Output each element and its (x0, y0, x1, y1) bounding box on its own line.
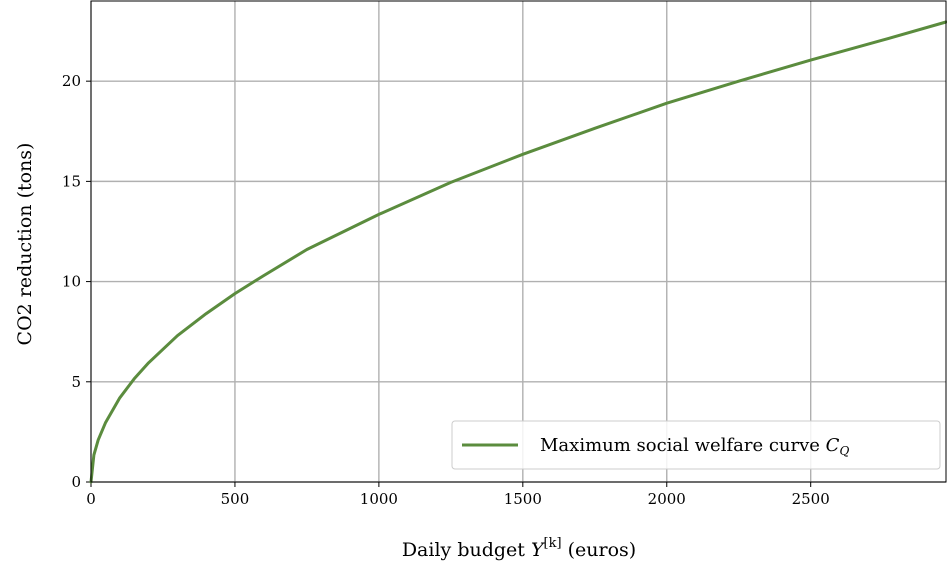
x-tick-label: 2000 (648, 490, 686, 508)
legend-label-text: Maximum social welfare curve (540, 435, 826, 456)
legend: Maximum social welfare curve CQ (451, 420, 941, 470)
x-axis-label-var: Y (531, 539, 546, 561)
y-tick-label: 20 (62, 72, 81, 90)
x-axis-label-text: Daily budget (402, 539, 531, 561)
series-layer (89, 20, 947, 484)
x-tick-label: 1000 (360, 490, 398, 508)
x-axis-label-unit: (euros) (562, 539, 637, 561)
y-tick-label: 10 (62, 273, 81, 291)
legend-label-var: C (826, 435, 840, 456)
y-axis-label: CO2 reduction (tons) (14, 143, 36, 346)
x-axis-label-sup: [k] (544, 536, 562, 551)
x-tick-label: 500 (221, 490, 250, 508)
grid (90, 1, 946, 483)
y-tick-label: 5 (71, 373, 81, 391)
legend-label: Maximum social welfare curve CQ (540, 435, 849, 458)
x-axis-label: Daily budget Y[k] (euros) (402, 536, 636, 561)
x-tick-label: 1500 (504, 490, 542, 508)
ticks: 0 500 1000 1500 2000 2500 0 5 10 15 20 (62, 72, 830, 508)
y-tick-label: 0 (71, 473, 81, 491)
legend-box (451, 420, 941, 470)
series-line (89, 20, 947, 484)
x-tick-label: 2500 (792, 490, 830, 508)
legend-label-sub: Q (839, 444, 849, 458)
y-tick-label: 15 (62, 172, 81, 190)
x-tick-label: 0 (86, 490, 96, 508)
plot-frame (90, 0, 947, 483)
